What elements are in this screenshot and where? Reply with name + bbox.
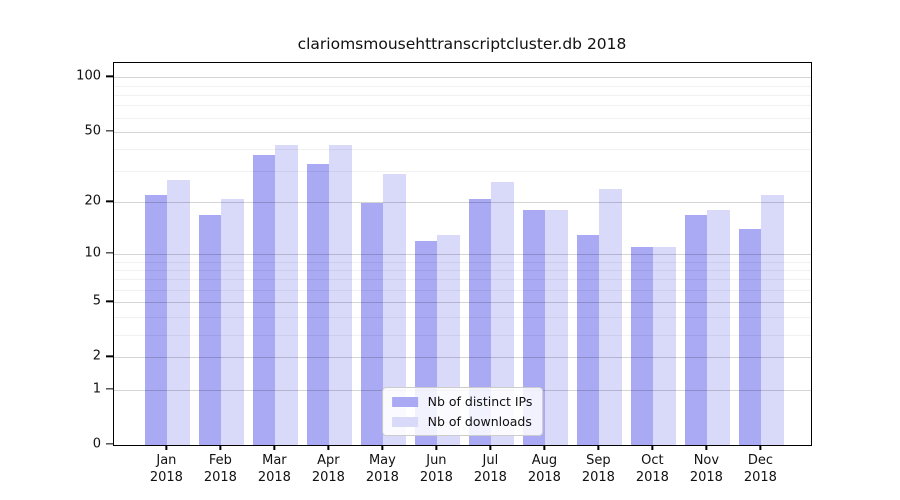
x-tick-label: Jan 2018 [149, 453, 183, 485]
x-tick-mark [651, 444, 654, 450]
x-tick-label: Mar 2018 [257, 453, 291, 485]
bar-distinct-ips-jul [468, 198, 492, 445]
x-tick-mark [273, 444, 276, 450]
y-tick-mark [106, 388, 113, 390]
bar-distinct-ips-may [360, 202, 384, 445]
y-tick-label: 50 [84, 123, 101, 139]
legend: Nb of distinct IPs Nb of downloads [381, 387, 544, 436]
bar-distinct-ips-oct [630, 247, 654, 445]
legend-label-distinct-ips: Nb of distinct IPs [427, 394, 533, 409]
y-tick-mark [106, 443, 113, 445]
bar-downloads-nov [707, 210, 730, 445]
x-tick-mark [381, 444, 384, 450]
y-tick-mark [106, 200, 113, 203]
bars-layer [114, 63, 811, 445]
bar-distinct-ips-dec [738, 229, 762, 445]
x-tick-label: Sep 2018 [581, 453, 615, 485]
x-tick-label: Apr 2018 [311, 453, 345, 485]
chart-title: clariomsmousehttranscriptcluster.db 2018 [297, 35, 627, 53]
bar-downloads-may [383, 174, 406, 445]
bar-distinct-ips-apr [306, 164, 330, 445]
bar-distinct-ips-mar [252, 155, 276, 445]
x-tick-label: Aug 2018 [527, 453, 561, 485]
bar-distinct-ips-jan [144, 195, 168, 445]
y-tick-mark [106, 130, 113, 132]
bar-downloads-dec [761, 195, 784, 445]
y-tick-label: 100 [76, 68, 101, 84]
y-tick-label: 5 [92, 293, 101, 309]
bar-downloads-jul [491, 182, 514, 445]
x-tick-mark [435, 444, 438, 450]
bar-distinct-ips-nov [684, 214, 708, 445]
x-tick-label: Jun 2018 [419, 453, 453, 485]
x-tick-mark [219, 444, 222, 450]
x-tick-label: May 2018 [365, 453, 399, 485]
y-tick-mark [106, 300, 113, 302]
legend-swatch-downloads [391, 416, 418, 427]
bar-downloads-feb [221, 198, 244, 445]
x-tick-mark [597, 444, 600, 450]
y-tick-label: 1 [92, 381, 101, 397]
x-tick-label: Dec 2018 [743, 453, 777, 485]
bar-distinct-ips-aug [522, 210, 546, 445]
x-tick-mark [327, 444, 330, 450]
legend-item-distinct-ips: Nb of distinct IPs [391, 394, 533, 409]
y-tick-label: 20 [84, 193, 101, 209]
bar-distinct-ips-sep [576, 234, 600, 445]
bar-downloads-aug [545, 210, 568, 445]
y-tick-mark [106, 355, 113, 358]
x-tick-mark [759, 444, 762, 450]
x-tick-label: Nov 2018 [689, 453, 723, 485]
x-tick-mark [705, 444, 708, 450]
y-tick-label: 0 [92, 436, 101, 452]
bar-downloads-sep [599, 188, 622, 445]
bar-downloads-jan [167, 179, 190, 445]
y-tick-label: 2 [92, 348, 101, 364]
bar-downloads-oct [653, 247, 676, 445]
legend-item-downloads: Nb of downloads [391, 414, 533, 429]
plot-area: Nb of distinct IPs Nb of downloads [113, 62, 812, 446]
y-tick-mark [106, 75, 113, 78]
y-tick-label: 10 [84, 245, 101, 261]
y-tick-mark [106, 252, 113, 254]
x-tick-label: Oct 2018 [635, 453, 669, 485]
x-tick-mark [543, 444, 546, 450]
x-tick-label: Feb 2018 [203, 453, 237, 485]
bar-downloads-apr [329, 145, 352, 445]
x-tick-mark [165, 444, 168, 450]
bar-downloads-mar [275, 145, 298, 445]
legend-label-downloads: Nb of downloads [427, 414, 532, 429]
bar-distinct-ips-feb [198, 214, 222, 445]
x-tick-label: Jul 2018 [473, 453, 507, 485]
legend-swatch-distinct-ips [391, 396, 418, 407]
x-tick-mark [489, 444, 492, 450]
